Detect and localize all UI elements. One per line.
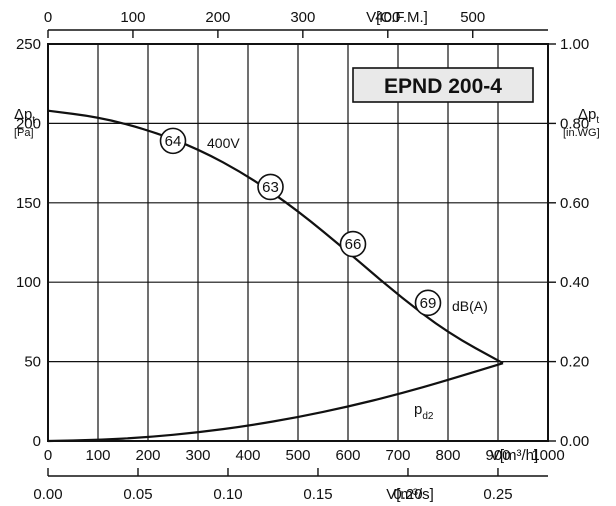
noise-unit-label: dB(A) (452, 298, 488, 314)
noise-badge: 64 (159, 127, 187, 155)
left-axis-label-sub: t (32, 115, 35, 126)
axis-ticks: 0 100 200 300 400 500 600 700 800 900 100005010015… (16, 9, 589, 503)
x-tick-label: 800 (435, 447, 460, 464)
noise-badge-value: 69 (420, 295, 437, 312)
right-axis-unit: [in.WG] (563, 127, 600, 139)
left-axis-label-main: Δp (14, 106, 32, 123)
x-tick-label: 0 (44, 447, 52, 464)
noise-badge: 66 (339, 230, 367, 258)
top-axis-tick-label: 400 (375, 9, 400, 26)
x-tick-label: 400 (235, 447, 260, 464)
x-tick-label: 1000 (531, 447, 564, 464)
y-left-tick-label: 200 (16, 115, 41, 132)
grid (47, 43, 549, 442)
y-right-tick-label: 0.40 (560, 274, 589, 291)
plot-frame (47, 43, 549, 442)
y-right-tick-label: 0.60 (560, 195, 589, 212)
y-left-tick-label: 100 (16, 274, 41, 291)
left-axis-label: Δpt [Pa] (14, 106, 35, 139)
right-axis-label-main: Δp (578, 106, 596, 123)
top-axis-tick-label: 300 (290, 9, 315, 26)
x-tick-label: 900 (485, 447, 510, 464)
curves (47, 109, 504, 443)
bottom2-axis-unit: V[m³/s] (386, 486, 434, 503)
bottom2-axis-tick-label: 0.05 (123, 486, 152, 503)
top-axis-unit: V[C.F.M.] (366, 9, 428, 26)
noise-badge-circle (257, 173, 284, 201)
y-left-tick-label: 0 (33, 433, 41, 450)
left-axis-unit: [Pa] (14, 127, 34, 139)
x-tick-label: 300 (185, 447, 210, 464)
noise-badge-value: 64 (165, 133, 182, 150)
bottom2-axis-tick-label: 0.25 (483, 486, 512, 503)
noise-badge: 69 (414, 289, 442, 317)
y-right-tick-label: 1.00 (560, 36, 589, 53)
series-line-pd2 (47, 362, 504, 443)
x-tick-label: 200 (135, 447, 160, 464)
noise-badge-circle (414, 289, 442, 317)
y-left-tick-label: 50 (24, 354, 41, 371)
top-axis-tick-label: 100 (120, 9, 145, 26)
series-label-400v: 400V (207, 135, 240, 151)
top-axis-tick-label: 0 (44, 9, 52, 26)
y-left-tick-label: 150 (16, 195, 41, 212)
noise-badge-circle (159, 127, 187, 155)
x-tick-label: 700 (385, 447, 410, 464)
y-left-tick-label: 250 (16, 36, 41, 53)
noise-badge-circle (339, 230, 367, 258)
right-axis-label-sub: t (596, 115, 599, 126)
noise-badge-value: 63 (262, 179, 279, 196)
bottom-axis-unit: V[m³/h] (490, 447, 538, 464)
y-right-tick-label: 0.20 (560, 354, 589, 371)
x-tick-label: 600 (335, 447, 360, 464)
bottom2-axis-tick-label: 0.20 (393, 486, 422, 503)
noise-badge-value: 66 (345, 236, 362, 253)
right-axis-label: Δpt [in.WG] (563, 106, 600, 139)
x-tick-label: 500 (285, 447, 310, 464)
series-label-pd2-sub: d2 (422, 411, 434, 422)
top-axis-tick-label: 200 (205, 9, 230, 26)
svg-text:Δpt: Δpt (578, 106, 599, 126)
noise-badges: 64 63 66 69 (159, 127, 442, 317)
series-label-pd2: pd2 (414, 401, 434, 422)
title-box: EPND 200-4 (352, 67, 534, 103)
top-axis-tick-label: 500 (460, 9, 485, 26)
svg-text:Δpt: Δpt (14, 106, 35, 126)
series-label-pd2-main: p (414, 401, 422, 418)
chart-title: EPND 200-4 (384, 75, 502, 98)
y-right-tick-label: 0.00 (560, 433, 589, 450)
bottom2-axis-tick-label: 0.15 (303, 486, 332, 503)
x-tick-label: 100 (85, 447, 110, 464)
y-right-tick-label: 0.80 (560, 115, 589, 132)
noise-badge: 63 (257, 173, 284, 201)
series-line-400v (47, 109, 504, 365)
bottom2-axis-tick-label: 0.00 (33, 486, 62, 503)
bottom2-axis-tick-label: 0.10 (213, 486, 242, 503)
